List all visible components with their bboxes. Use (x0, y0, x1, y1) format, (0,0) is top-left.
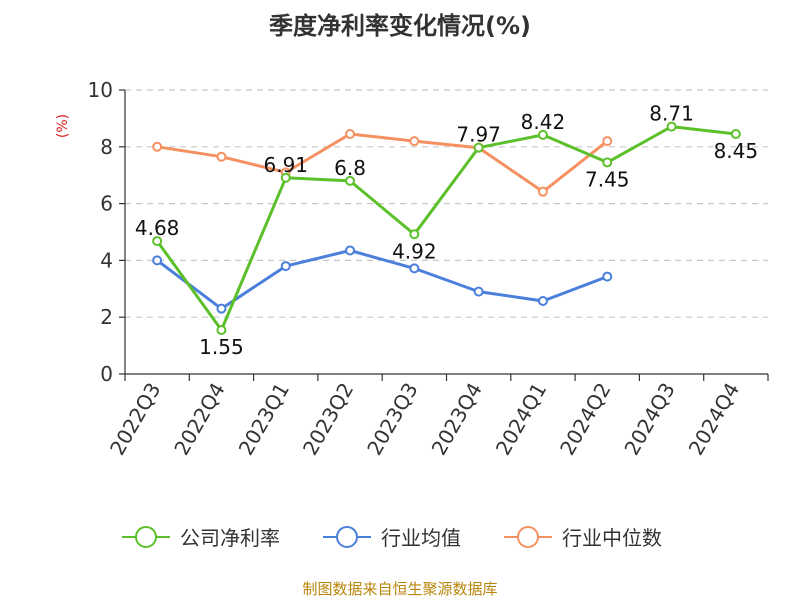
y-tick-label: 8 (100, 135, 113, 159)
data-point (152, 236, 163, 247)
data-point (152, 255, 163, 266)
legend-item[interactable]: 公司净利率 (122, 526, 280, 550)
gridlines (125, 89, 768, 318)
source-note: 制图数据来自恒生聚源数据库 (302, 580, 497, 598)
legend-label: 公司净利率 (180, 526, 280, 550)
data-point (409, 229, 420, 240)
x-tick-label: 2023Q2 (298, 379, 358, 460)
data-point (216, 151, 227, 162)
data-label: 6.91 (263, 153, 308, 177)
data-point (409, 136, 420, 147)
data-point (345, 175, 356, 186)
series-line-2 (156, 132, 609, 194)
data-point (537, 186, 548, 197)
data-point (216, 303, 227, 314)
data-label: 8.42 (521, 110, 566, 134)
data-point (280, 261, 291, 272)
x-tick-label: 2023Q3 (362, 379, 422, 460)
data-point (152, 141, 163, 152)
data-labels: 4.68 1.55 6.91 6.8 4.92 7.97 8.42 7.45 8.71 8.45 (135, 102, 758, 359)
y-tick-label: 10 (88, 78, 113, 102)
data-label: 4.68 (135, 216, 180, 240)
data-point (730, 129, 741, 140)
legend-label: 行业中位数 (562, 526, 662, 550)
data-label: 6.8 (334, 156, 366, 180)
data-point (409, 263, 420, 274)
data-label: 4.92 (392, 239, 437, 263)
data-point (345, 129, 356, 140)
data-point (537, 129, 548, 140)
data-point (216, 324, 227, 335)
data-point (473, 142, 484, 153)
y-tick-label: 6 (100, 192, 113, 216)
x-tick-label: 2024Q2 (555, 379, 615, 460)
x-tick-label: 2022Q4 (169, 379, 229, 460)
y-tick-label: 2 (100, 305, 113, 329)
y-tick-label: 4 (100, 248, 113, 272)
legend-marker-icon (336, 526, 358, 548)
data-label: 8.45 (714, 139, 759, 163)
series-points (152, 121, 741, 335)
legend-item[interactable]: 行业均值 (323, 526, 461, 550)
data-point (537, 296, 548, 307)
x-tick-label: 2024Q4 (684, 379, 744, 460)
data-point (345, 245, 356, 256)
legend-item[interactable]: 行业中位数 (504, 526, 662, 550)
data-label: 7.45 (585, 167, 630, 191)
x-tick-label: 2023Q4 (427, 379, 487, 460)
data-point (473, 286, 484, 297)
x-tick-label: 2024Q1 (491, 379, 551, 460)
legend-marker-icon (517, 526, 539, 548)
data-label: 8.71 (649, 102, 694, 126)
y-tick-label: 0 (100, 362, 113, 386)
chart-title: 季度净利率变化情况(%) (269, 12, 531, 40)
x-tick-label: 2022Q3 (105, 379, 165, 460)
y-axis-label: (%) (55, 114, 71, 138)
x-tick-label: 2024Q3 (619, 379, 679, 460)
data-point (602, 271, 613, 282)
data-point (602, 136, 613, 147)
data-point (666, 121, 677, 132)
legend-label: 行业均值 (381, 526, 461, 550)
data-label: 7.97 (456, 123, 501, 147)
series-lines (155, 125, 737, 332)
series-line-0 (155, 125, 737, 332)
legend-marker-icon (135, 526, 157, 548)
legend: 公司净利率 行业均值 行业中位数 (122, 526, 662, 550)
data-point (602, 157, 613, 168)
x-tick-label: 2023Q1 (234, 379, 294, 460)
data-point (280, 172, 291, 183)
data-label: 1.55 (199, 335, 244, 359)
